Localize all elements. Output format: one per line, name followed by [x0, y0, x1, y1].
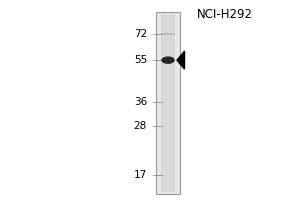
Text: 72: 72 [134, 29, 147, 39]
Bar [161, 33, 175, 35]
Text: 17: 17 [134, 170, 147, 180]
Text: 36: 36 [134, 97, 147, 107]
Text: 55: 55 [134, 55, 147, 65]
Text: 28: 28 [134, 121, 147, 131]
Bar [156, 12, 180, 194]
Polygon shape [177, 51, 184, 69]
Bar [160, 14, 175, 192]
Ellipse shape [161, 56, 175, 64]
Text: NCI-H292: NCI-H292 [197, 8, 253, 21]
